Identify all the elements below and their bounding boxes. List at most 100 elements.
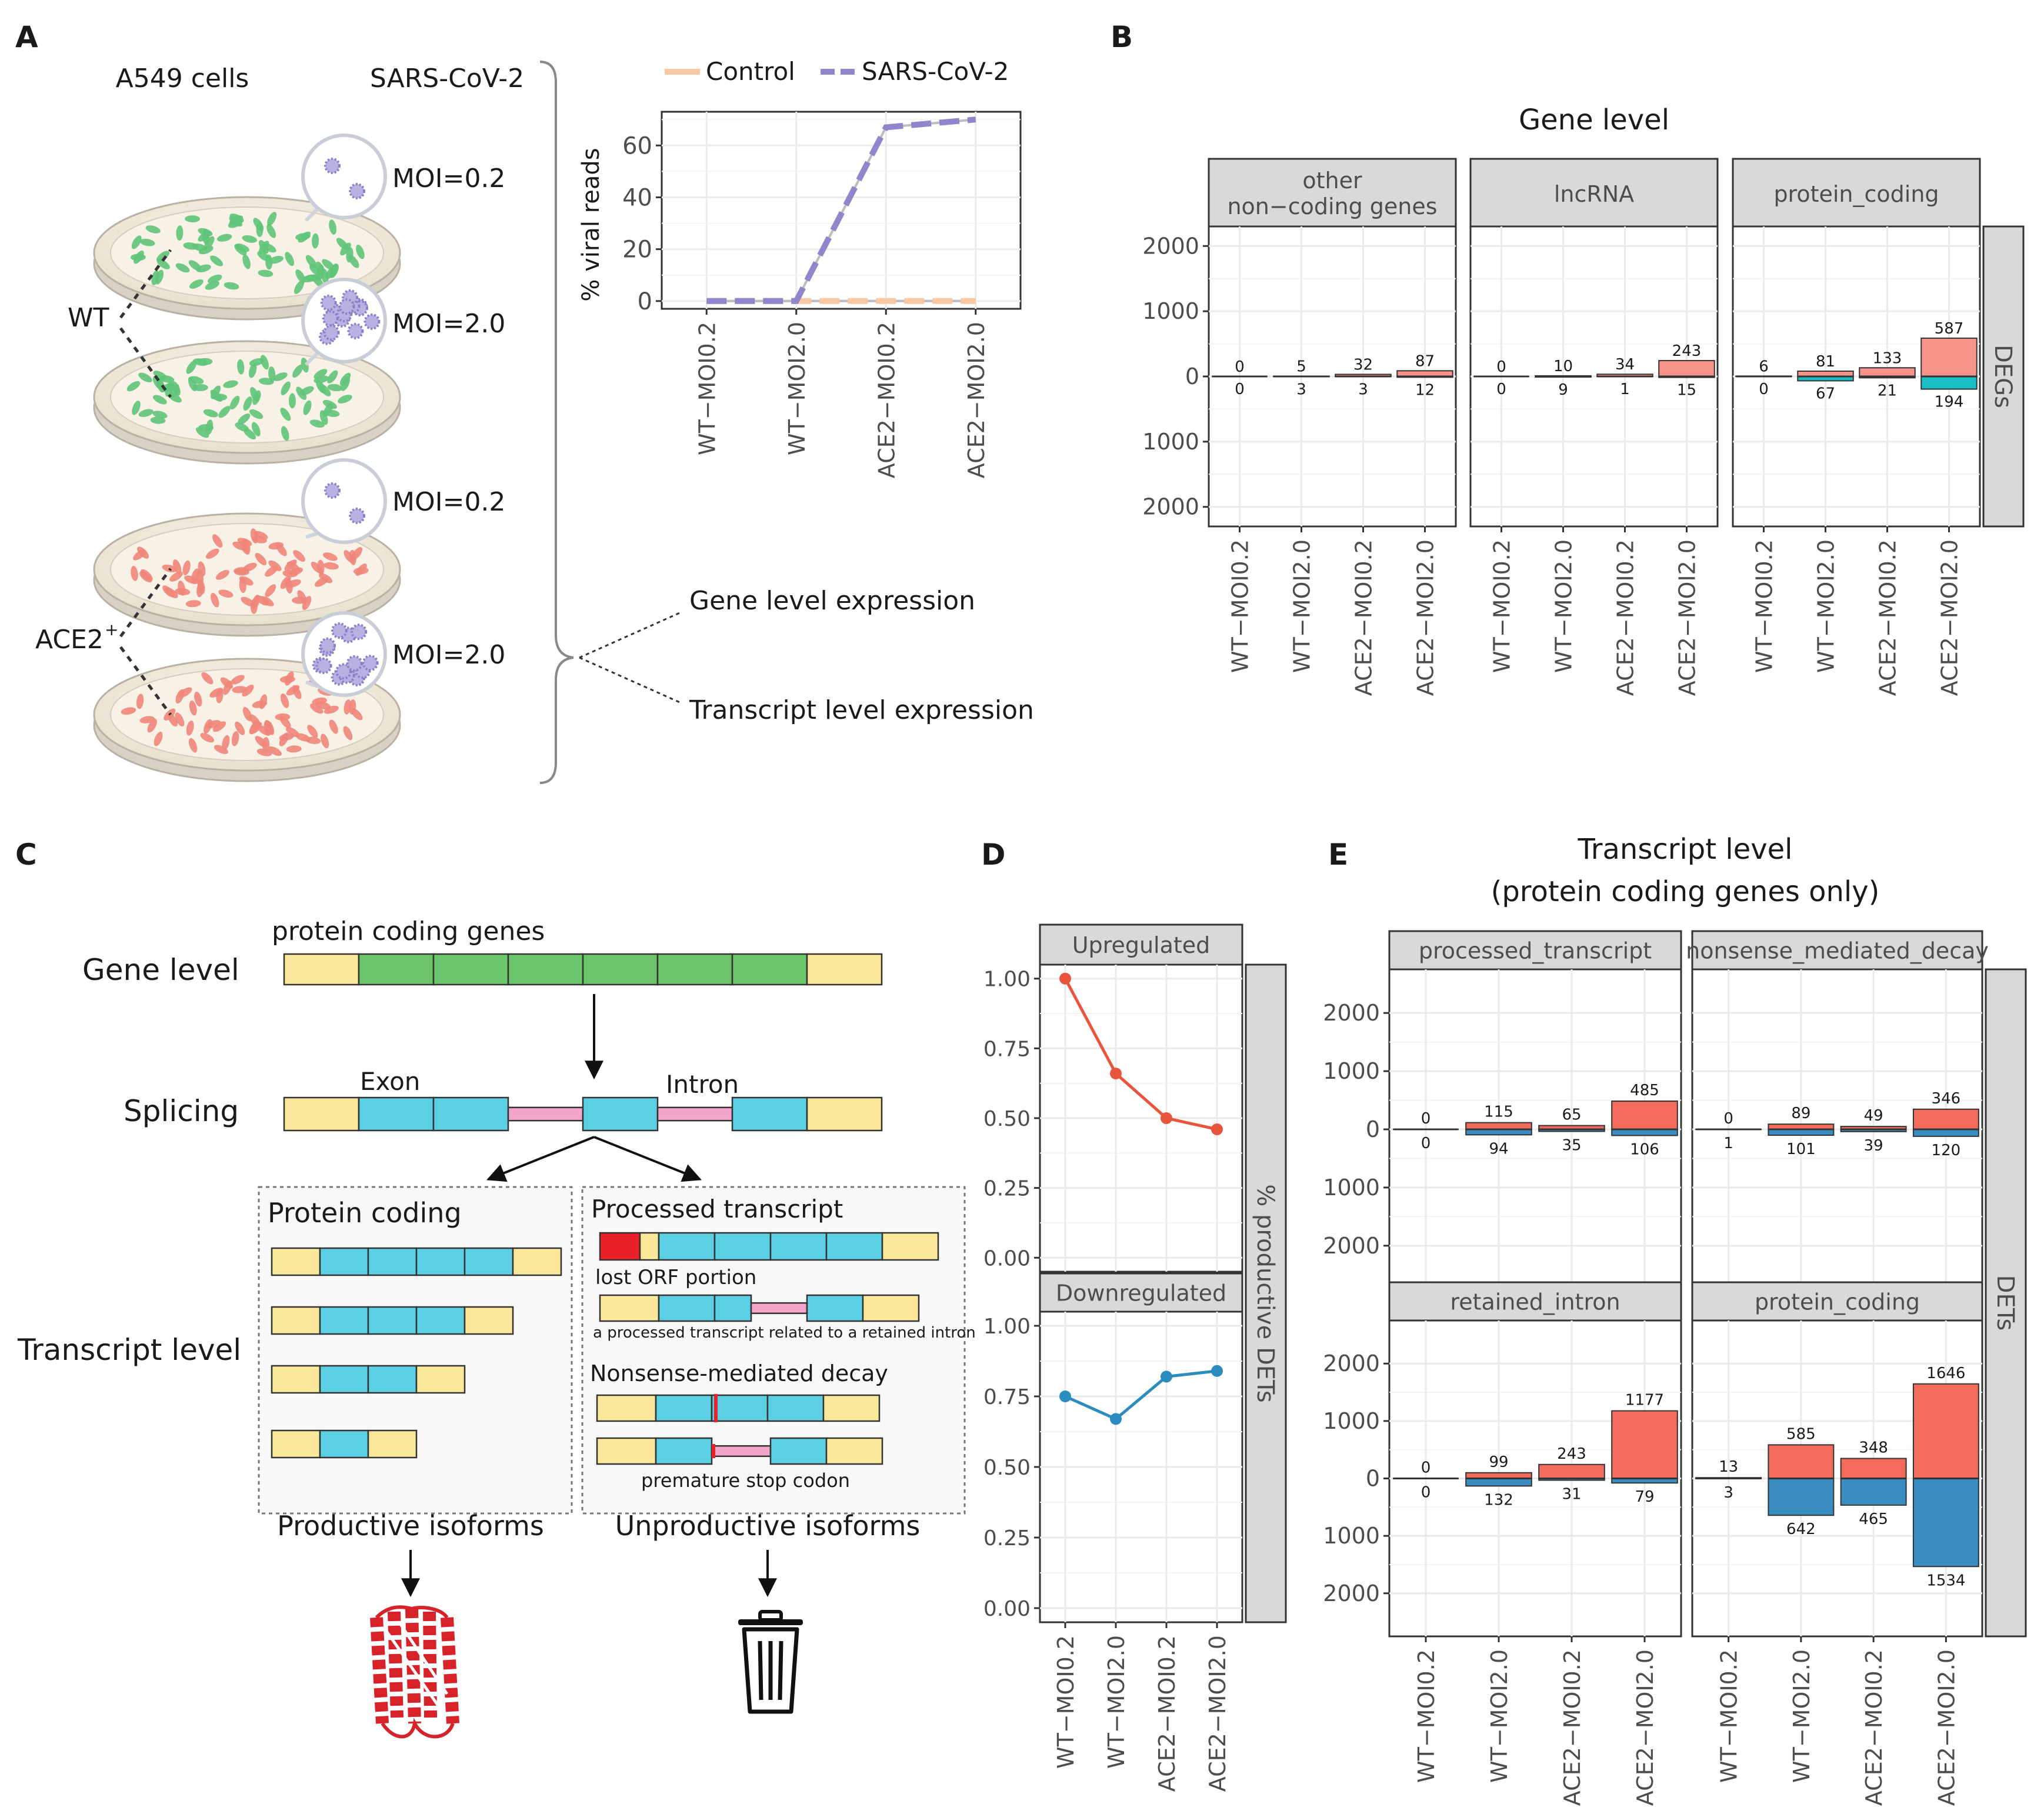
gene-level-diagram xyxy=(283,953,883,986)
b-facet-strip-label: other xyxy=(1302,168,1362,194)
e-xtick-label: ACE2−MOI0.2 xyxy=(1559,1649,1585,1806)
panel-letter-a: A xyxy=(15,20,38,54)
e-up-label: 348 xyxy=(1859,1439,1888,1457)
moi-label-3: MOI=0.2 xyxy=(392,487,505,517)
ace2-superscript: + xyxy=(105,620,118,639)
e-up-label: 0 xyxy=(1421,1459,1431,1477)
e-up-label: 49 xyxy=(1864,1107,1883,1125)
utr-segment xyxy=(806,953,883,986)
e-title-line-2: (protein coding genes only) xyxy=(1491,875,1880,908)
e-down-label: 3 xyxy=(1723,1484,1733,1502)
b-bar-up xyxy=(1859,367,1916,377)
trash-icon xyxy=(738,1610,803,1714)
d-facet-downregulated: Downregulated 0.00 0.25 0.50 0.75 1.00 xyxy=(983,1272,1243,1623)
a-xtick-label: WT−MOI2.0 xyxy=(784,322,810,455)
gene-level-expression-label: Gene level expression xyxy=(689,586,975,616)
exon-segment xyxy=(582,1096,659,1132)
a-ytick-label: 40 xyxy=(622,184,652,211)
e-bar-up xyxy=(1768,1444,1835,1479)
panel-a-viral-reads-chart: Control SARS-CoV-2 % viral reads 0 20 40 60… xyxy=(578,57,1022,478)
utr-segment xyxy=(271,1429,321,1459)
b-up-label: 0 xyxy=(1496,358,1506,376)
nmd-label: Nonsense-mediated decay xyxy=(590,1360,888,1386)
d-xtick-label: ACE2−MOI2.0 xyxy=(1205,1635,1231,1792)
b-down-label: 12 xyxy=(1415,381,1435,399)
e-title-line-1: Transcript level xyxy=(1578,833,1793,866)
e-down-label: 35 xyxy=(1562,1136,1581,1154)
exon-segment xyxy=(766,1394,825,1422)
protein-coding-isoform-1 xyxy=(271,1247,562,1276)
a549-label: A549 cells xyxy=(116,64,249,94)
b-down-label: 21 xyxy=(1878,382,1897,399)
b-up-label: 243 xyxy=(1672,342,1702,360)
b-xtick-label: WT−MOI0.2 xyxy=(1489,539,1515,673)
exon_gene-segment xyxy=(656,953,733,986)
b-xtick-label: WT−MOI0.2 xyxy=(1752,539,1778,673)
b-down-label: 1 xyxy=(1620,381,1630,398)
exon-segment xyxy=(464,1247,514,1276)
e-right-strip xyxy=(1985,968,2027,1638)
sars-label: SARS-CoV-2 xyxy=(370,64,524,94)
b-facet-strip xyxy=(1732,158,1981,228)
b-ytick-label: 2000 xyxy=(1142,494,1199,520)
d-facet-strip-label: Downregulated xyxy=(1056,1281,1226,1306)
b-right-strip-label: DEGs xyxy=(1989,345,2016,408)
b-down-label: 0 xyxy=(1759,381,1769,398)
dish-2 xyxy=(93,278,401,465)
d-point xyxy=(1110,1413,1122,1425)
utr-segment xyxy=(271,1306,321,1335)
e-facet-strip xyxy=(1691,930,1983,971)
b-xtick-label: ACE2−MOI0.2 xyxy=(1875,539,1901,696)
lost-orf-label: lost ORF portion xyxy=(595,1266,756,1289)
exon-segment xyxy=(825,1232,883,1261)
e-down-label: 120 xyxy=(1932,1142,1961,1159)
premature-stop-label: premature stop codon xyxy=(641,1469,850,1492)
e-bar-down xyxy=(1465,1478,1532,1487)
b-up-label: 0 xyxy=(1235,358,1245,376)
utr-segment xyxy=(512,1247,562,1276)
b-up-label: 6 xyxy=(1759,358,1769,375)
exon-segment xyxy=(319,1365,369,1394)
b-down-label: 9 xyxy=(1558,381,1568,399)
cells xyxy=(130,212,365,294)
exon-segment xyxy=(415,1247,466,1276)
e-down-label: 642 xyxy=(1786,1520,1816,1538)
b-up-label: 32 xyxy=(1353,356,1373,374)
dish-1 xyxy=(93,134,401,321)
exon-segment xyxy=(713,1294,752,1322)
legend-sars-label: SARS-CoV-2 xyxy=(862,57,1009,86)
b-facet-strip xyxy=(1208,158,1457,228)
a-xtick-label: WT−MOI0.2 xyxy=(694,322,720,455)
e-ytick-label: 1000 xyxy=(1323,1408,1380,1434)
e-up-label: 1646 xyxy=(1926,1365,1965,1382)
exon-segment xyxy=(432,1096,509,1132)
e-ytick-label: 1000 xyxy=(1323,1175,1380,1201)
e-facet-processed-transcript: processed_transcript 0 0 115 94 65 35 485 106 200… xyxy=(1323,930,1682,1291)
exon-segment xyxy=(713,1232,772,1261)
culture-dishes xyxy=(93,134,401,782)
splicing-label: Splicing xyxy=(124,1094,239,1128)
exon-segment xyxy=(731,1096,808,1132)
b-up-label: 5 xyxy=(1296,358,1306,375)
d-ytick-label: 0.50 xyxy=(983,1107,1031,1131)
utr-segment xyxy=(806,1096,883,1132)
protein-coding-isoform-4 xyxy=(271,1429,418,1459)
splicing-diagram xyxy=(283,1096,883,1132)
b-down-label: 3 xyxy=(1296,381,1306,398)
d-right-strip xyxy=(1245,963,1287,1623)
e-bar-down xyxy=(1611,1129,1678,1136)
exon_gene-segment xyxy=(582,953,659,986)
e-facet-strip xyxy=(1388,930,1682,971)
e-up-label: 89 xyxy=(1791,1105,1810,1122)
utr-segment xyxy=(599,1294,660,1322)
e-facet-strip xyxy=(1691,1281,1983,1322)
premature-stop-mark xyxy=(712,1444,715,1458)
utr-segment xyxy=(283,953,360,986)
e-down-label: 0 xyxy=(1421,1135,1431,1152)
b-up-label: 133 xyxy=(1873,349,1902,367)
b-ytick-label: 0 xyxy=(1185,364,1199,389)
e-down-label: 31 xyxy=(1562,1486,1581,1503)
e-up-label: 0 xyxy=(1421,1110,1431,1128)
panel-e-transcript-level-chart: Transcript level (protein coding genes o… xyxy=(1323,833,2027,1806)
